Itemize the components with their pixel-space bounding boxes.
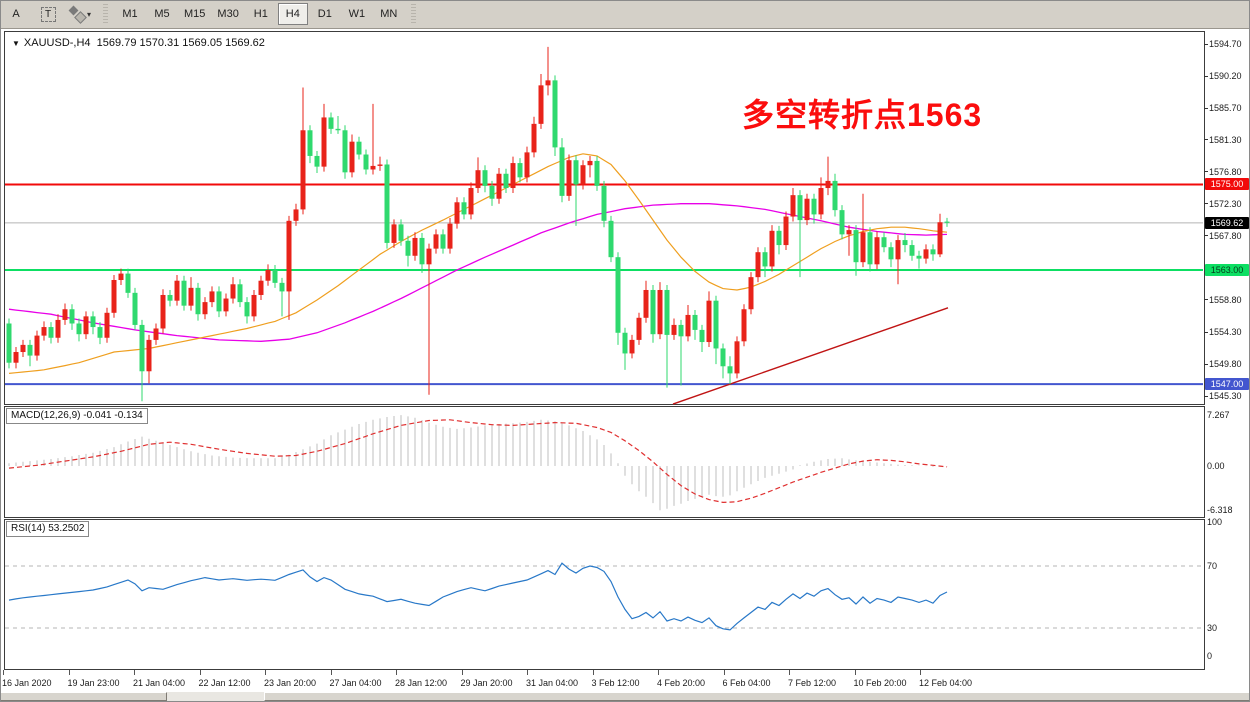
price-tick	[1204, 75, 1208, 77]
timeframe-button-m5[interactable]: M5	[154, 8, 170, 20]
time-tick	[134, 670, 135, 675]
price-tick-label: 1545.30	[1209, 391, 1242, 402]
price-tick-label: 1558.80	[1209, 294, 1242, 305]
symbol-ohlc-line[interactable]: ▼ XAUUSD-,H4 1569.79 1570.31 1569.05 1569…	[12, 37, 265, 49]
price-tick	[1204, 43, 1208, 45]
time-tick	[789, 670, 790, 675]
time-tick	[396, 670, 397, 675]
time-tick	[527, 670, 528, 675]
time-tick-label: 31 Jan 04:00	[526, 678, 579, 688]
timeframe-button-m30[interactable]: M30	[217, 8, 239, 20]
timeframe-button-h4[interactable]: H4	[277, 3, 308, 25]
macd-axis-label: 0.00	[1207, 461, 1225, 471]
main-chart-panel[interactable]	[4, 31, 1205, 405]
price-tick	[1204, 171, 1208, 173]
toolbar-grip-2[interactable]	[410, 4, 416, 24]
objects-dropdown-button[interactable]: ▾	[65, 3, 96, 25]
price-tick-label: 1554.30	[1209, 327, 1242, 338]
price-level-badge: 1563.00	[1205, 264, 1249, 277]
objects-tool-icon	[68, 5, 87, 24]
price-tick	[1204, 139, 1208, 141]
timeframe-button-mn[interactable]: MN	[380, 8, 398, 20]
toolbar: A T ▾ M1 M5 M15 M30 H1 H4 D1 W1 MN	[0, 0, 1250, 29]
price-tick-label: 1576.80	[1209, 166, 1242, 177]
timeframe-button-d1[interactable]: D1	[317, 8, 332, 20]
time-tick-label: 4 Feb 20:00	[657, 678, 706, 688]
time-tick	[199, 670, 201, 675]
chevron-down-icon: ▾	[87, 9, 92, 19]
time-tick-label: 19 Jan 23:00	[67, 678, 120, 688]
time-tick	[3, 670, 4, 675]
price-tick-label: 1585.70	[1209, 103, 1242, 114]
rsi-indicator-label: RSI(14) 53.2502	[6, 521, 90, 537]
scrollbar-track[interactable]	[167, 692, 264, 702]
time-tick	[265, 670, 266, 675]
toolbar-grip[interactable]	[103, 4, 109, 24]
timeframe-button-w1[interactable]: W1	[348, 8, 366, 20]
price-tick	[1204, 235, 1208, 237]
time-tick	[920, 670, 921, 675]
time-tick-label: 3 Feb 12:00	[591, 678, 640, 688]
text-label-tool-button[interactable]: T	[33, 3, 63, 25]
macd-indicator-label: MACD(12,26,9) -0.041 -0.134	[6, 408, 148, 424]
rsi-axis-label: 30	[1207, 623, 1218, 633]
price-tick	[1204, 299, 1208, 301]
time-tick	[854, 670, 856, 675]
rsi-axis-label: 100	[1207, 517, 1223, 527]
timeframe-button-m15[interactable]: M15	[184, 8, 206, 20]
timeframe-button-group: M1 M5 M15 M30 H1 H4 D1 W1 MN	[114, 3, 405, 25]
rsi-axis-label: 0	[1207, 651, 1213, 661]
macd-axis-label: -6.318	[1207, 505, 1233, 516]
rsi-panel[interactable]	[4, 519, 1205, 670]
letter-a-icon: A	[12, 8, 20, 20]
symbol-period-label: XAUUSD-,H4	[23, 37, 91, 49]
time-tick-label: 23 Jan 20:00	[264, 678, 317, 688]
text-box-icon: T	[40, 6, 56, 22]
timeframe-button-m1[interactable]: M1	[122, 8, 138, 20]
time-tick-label: 27 Jan 04:00	[329, 678, 382, 688]
macd-axis-label: 7.267	[1207, 410, 1230, 421]
time-tick	[592, 670, 594, 675]
time-tick-label: 16 Jan 2020	[2, 678, 52, 688]
horizontal-scrollbar[interactable]	[0, 692, 1250, 702]
current-price-badge: 1569.62	[1205, 216, 1249, 229]
price-tick	[1204, 107, 1208, 109]
time-tick	[658, 670, 659, 675]
time-tick	[723, 670, 725, 675]
timeframe-button-h1[interactable]: H1	[253, 8, 268, 20]
arrow-text-tool-button[interactable]: A	[1, 3, 31, 25]
time-tick-label: 22 Jan 12:00	[198, 678, 251, 688]
price-tick	[1204, 203, 1208, 205]
price-tick-label: 1549.80	[1209, 359, 1242, 370]
price-level-badge: 1547.00	[1205, 378, 1249, 391]
time-tick	[330, 670, 332, 675]
time-tick-label: 28 Jan 12:00	[395, 678, 448, 688]
price-tick-label: 1581.30	[1209, 134, 1242, 145]
price-tick	[1204, 363, 1208, 365]
scrollbar-thumb[interactable]	[0, 692, 167, 701]
chart-annotation-text: 多空转折点1563	[742, 97, 983, 133]
time-tick-label: 29 Jan 20:00	[460, 678, 513, 688]
macd-panel[interactable]	[4, 406, 1205, 518]
scrollbar-thumb[interactable]	[264, 692, 1250, 701]
price-tick-label: 1594.70	[1209, 39, 1242, 49]
price-tick	[1204, 331, 1208, 333]
time-tick	[68, 670, 70, 675]
price-tick-label: 1567.80	[1209, 230, 1242, 241]
time-tick-label: 10 Feb 20:00	[853, 678, 907, 688]
price-tick	[1204, 395, 1208, 397]
time-tick-label: 12 Feb 04:00	[919, 678, 973, 688]
time-tick-label: 21 Jan 04:00	[133, 678, 186, 688]
rsi-axis-label: 70	[1207, 561, 1218, 571]
price-tick-label: 1590.20	[1209, 71, 1242, 82]
ohlc-values: 1569.79 1570.31 1569.05 1569.62	[96, 37, 265, 49]
time-tick	[461, 670, 463, 675]
time-tick-label: 6 Feb 04:00	[722, 678, 771, 688]
price-tick-label: 1572.30	[1209, 198, 1242, 209]
time-tick-label: 7 Feb 12:00	[788, 678, 837, 688]
price-level-badge: 1575.00	[1205, 178, 1249, 191]
symbol-dropdown-triangle[interactable]: ▼	[12, 39, 20, 48]
